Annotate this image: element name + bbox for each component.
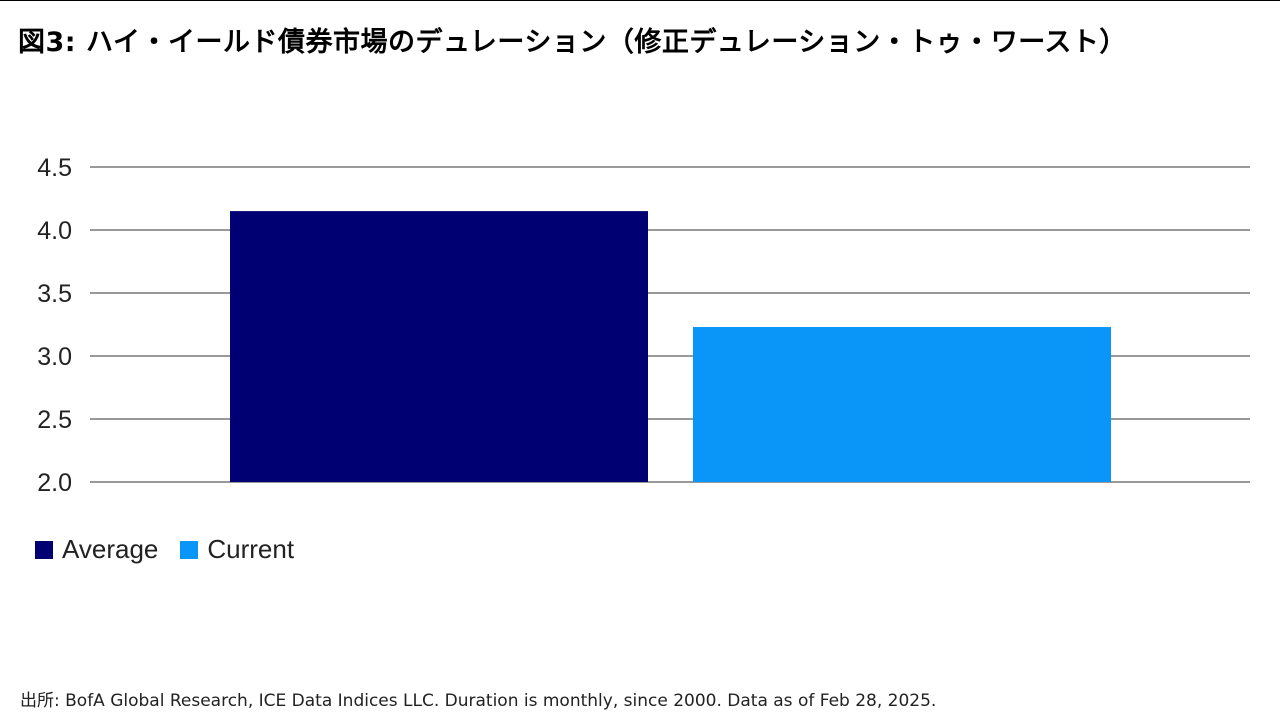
legend-swatch-average xyxy=(35,540,53,559)
y-axis-ticks: 2.0 2.5 3.0 3.5 4.0 4.5 xyxy=(37,154,72,497)
y-tick-label: 2.5 xyxy=(37,406,72,434)
y-tick-label: 2.0 xyxy=(37,469,72,497)
legend-item-average: Average xyxy=(35,534,158,565)
legend-label-current: Current xyxy=(207,534,295,564)
legend-label-average: Average xyxy=(62,534,159,564)
legend-item-current: Current xyxy=(180,534,294,565)
bar-average xyxy=(230,211,648,482)
y-tick-label: 4.0 xyxy=(37,217,72,245)
top-rule xyxy=(0,0,1280,1)
legend: Average Current xyxy=(35,534,316,565)
chart-title: 図3: ハイ・イールド債券市場のデュレーション（修正デュレーション・トゥ・ワース… xyxy=(18,27,1127,58)
bar-current xyxy=(693,327,1111,482)
y-tick-label: 3.5 xyxy=(37,280,72,308)
bar-chart: 2.0 2.5 3.0 3.5 4.0 4.5 xyxy=(37,154,1250,497)
source-note: 出所: BofA Global Research, ICE Data Indic… xyxy=(20,691,937,711)
y-tick-label: 3.0 xyxy=(37,343,72,371)
legend-swatch-current xyxy=(180,540,199,559)
y-tick-label: 4.5 xyxy=(37,154,72,182)
bars xyxy=(230,211,1111,482)
